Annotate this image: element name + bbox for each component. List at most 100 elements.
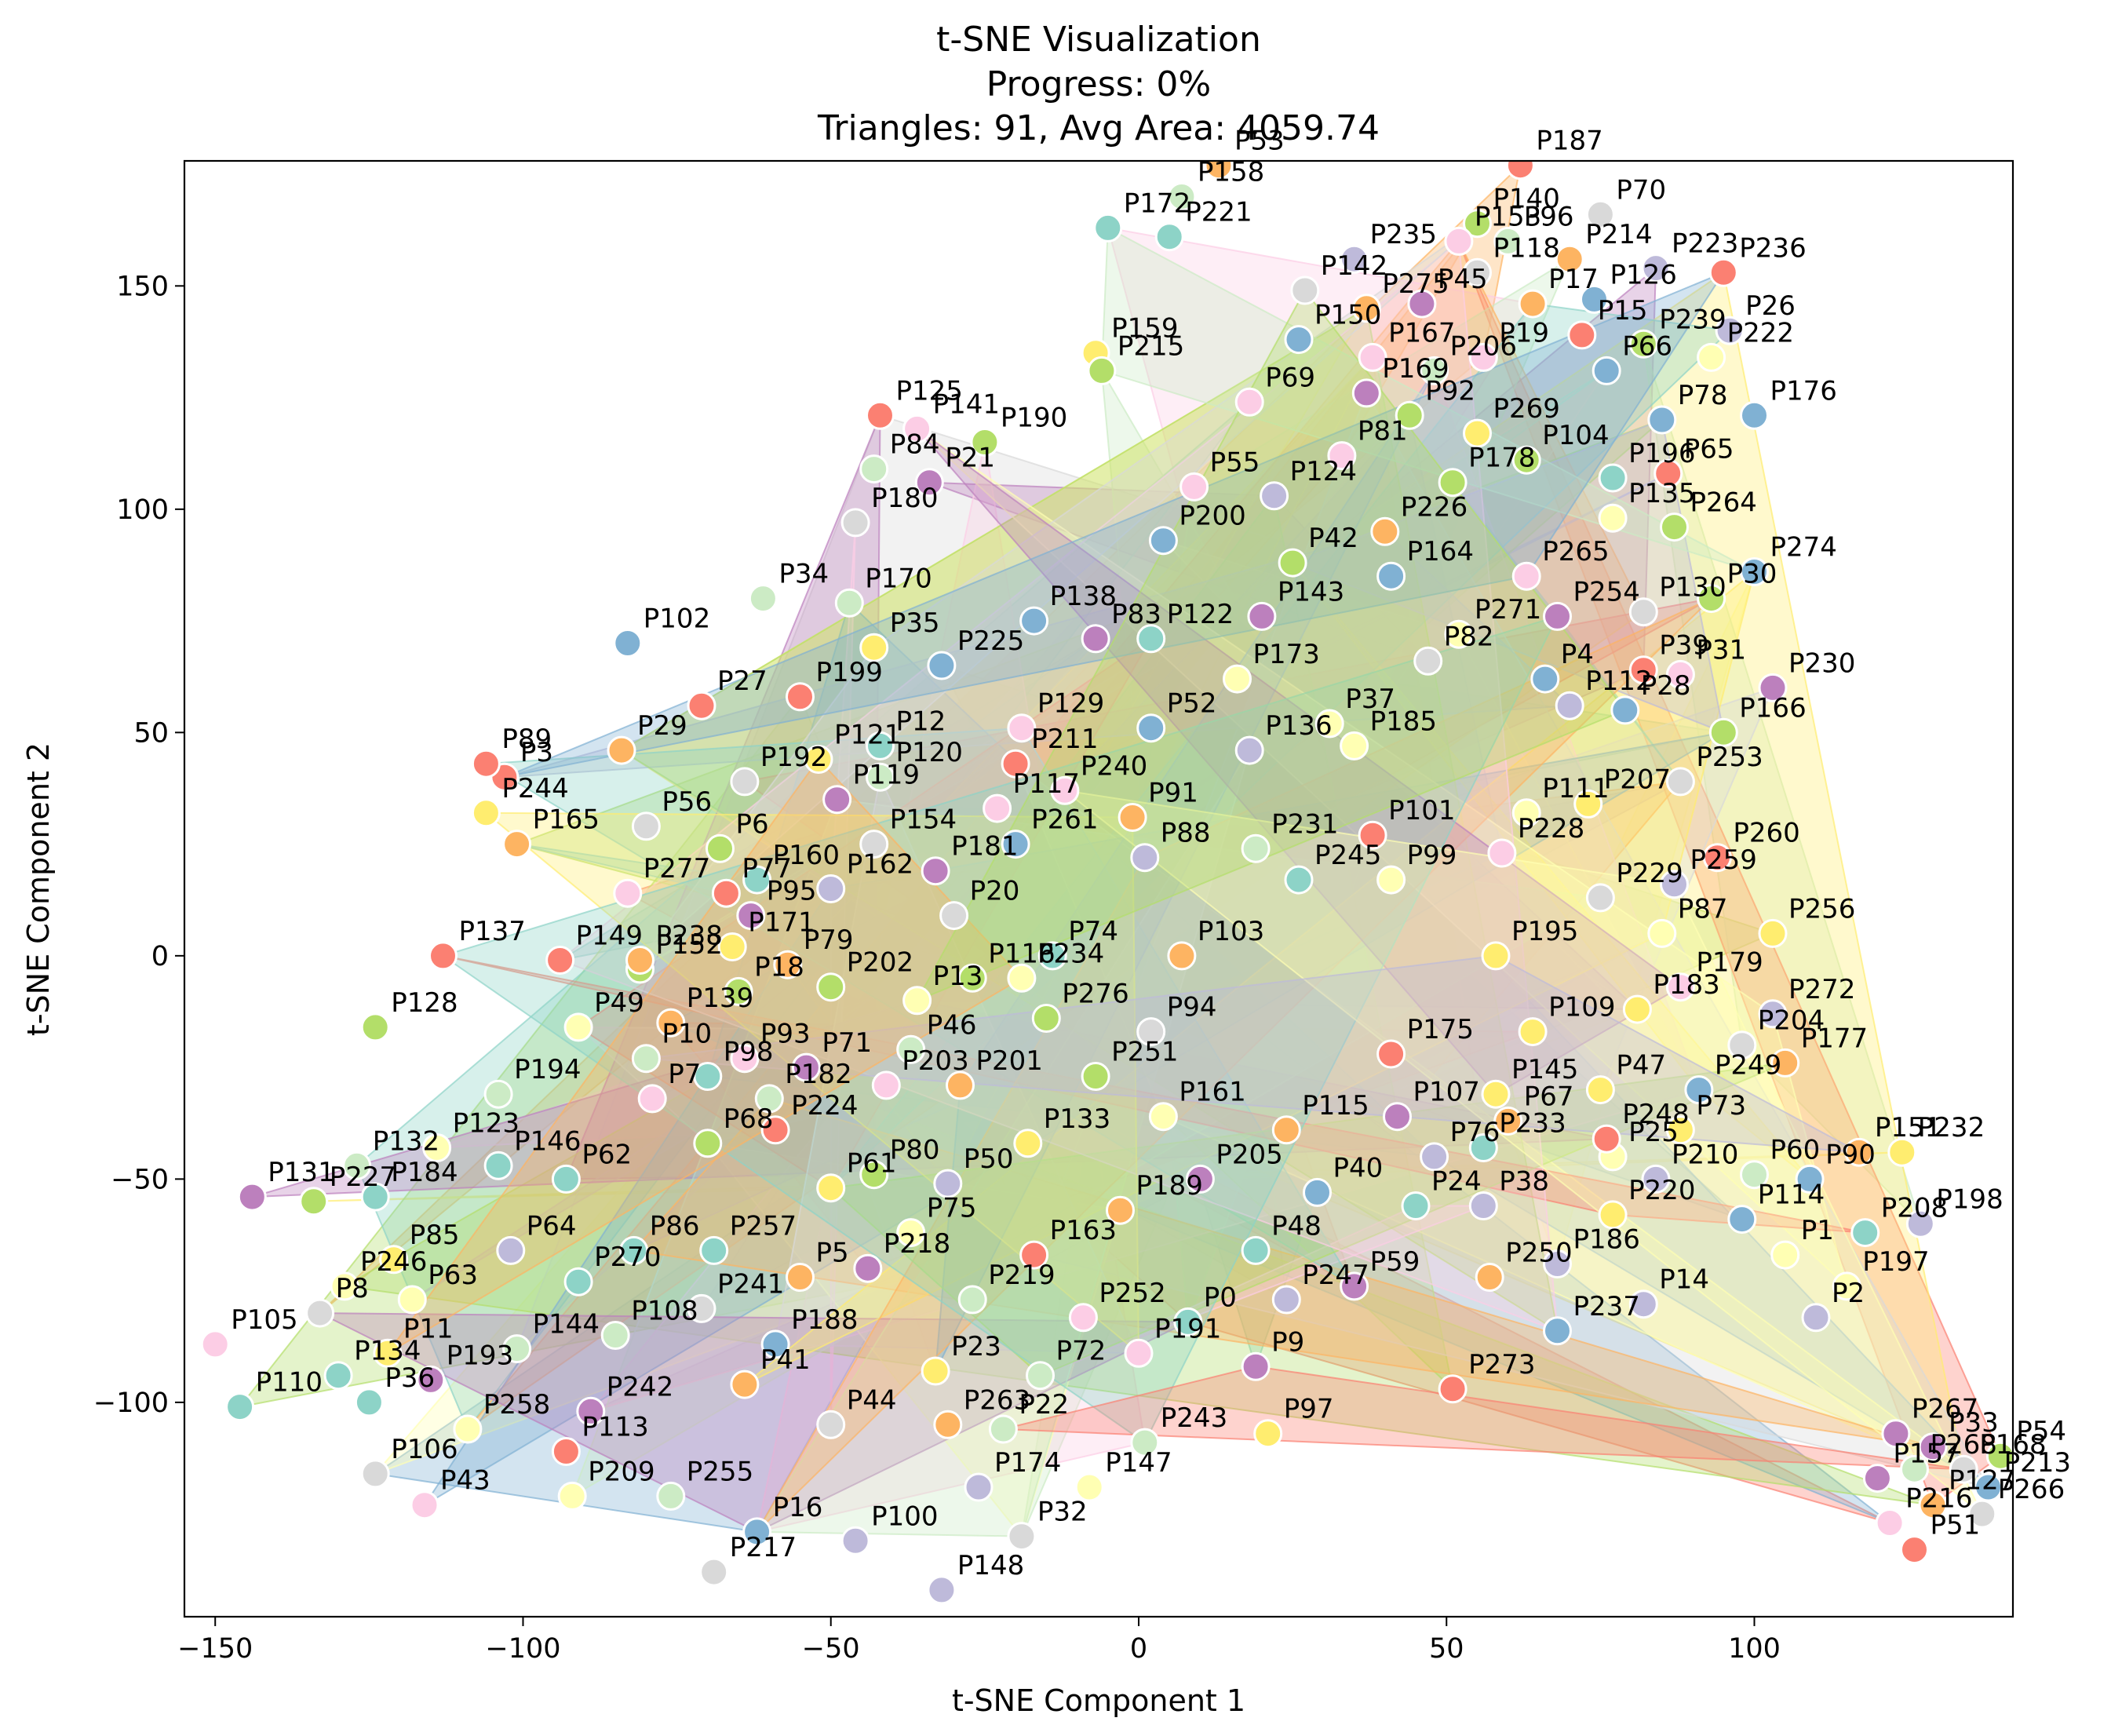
point-label-P187: P187 (1536, 126, 1602, 157)
point-P251 (1081, 1062, 1110, 1091)
point-label-P174: P174 (994, 1447, 1061, 1479)
point-P6 (706, 833, 735, 863)
point-label-P219: P219 (988, 1260, 1055, 1291)
point-P274 (1740, 557, 1769, 586)
point-P234 (1007, 963, 1037, 993)
point-P171 (717, 932, 747, 961)
point-P102 (613, 629, 643, 658)
point-label-P8: P8 (336, 1273, 369, 1304)
point-P82 (1413, 646, 1443, 676)
point-P187 (1505, 161, 1535, 181)
point-P103 (1167, 941, 1197, 971)
point-P109 (1518, 1017, 1548, 1047)
point-label-P33: P33 (1949, 1407, 1999, 1439)
point-P172 (1093, 213, 1123, 243)
point-label-P272: P272 (1788, 974, 1855, 1005)
point-label-P123: P123 (453, 1108, 520, 1140)
point-P248 (1592, 1124, 1621, 1154)
point-P150 (1284, 325, 1314, 355)
triangle-2 (1494, 571, 1756, 1267)
point-label-P24: P24 (1431, 1166, 1482, 1198)
point-P144 (502, 1334, 532, 1364)
point-label-P78: P78 (1678, 380, 1728, 411)
y-tick-label: −50 (111, 1164, 169, 1195)
point-P269 (1463, 418, 1492, 448)
point-P70 (1585, 199, 1615, 229)
point-P28 (1610, 695, 1640, 725)
point-label-P226: P226 (1401, 491, 1468, 523)
point-P60 (1740, 1160, 1769, 1190)
point-P59 (1340, 1271, 1369, 1301)
point-label-P231: P231 (1271, 808, 1338, 840)
point-label-P18: P18 (754, 951, 804, 983)
point-label-P232: P232 (1918, 1112, 1985, 1143)
point-P197 (1832, 1271, 1861, 1301)
point-P235 (1340, 244, 1369, 274)
point-P114 (1727, 1205, 1757, 1235)
point-label-P69: P69 (1265, 362, 1315, 393)
point-P10 (631, 1044, 661, 1074)
point-P222 (1697, 342, 1726, 372)
point-label-P150: P150 (1314, 300, 1381, 331)
point-P53 (1204, 161, 1234, 181)
point-label-P209: P209 (588, 1456, 654, 1487)
point-P241 (687, 1293, 716, 1323)
point-label-P170: P170 (865, 563, 932, 594)
point-label-P64: P64 (527, 1210, 577, 1242)
point-P111 (1511, 798, 1541, 828)
point-label-P227: P227 (330, 1162, 396, 1193)
point-P246 (330, 1271, 359, 1301)
point-label-P147: P147 (1105, 1447, 1172, 1479)
point-label-P177: P177 (1801, 1023, 1868, 1054)
point-label-P71: P71 (822, 1027, 872, 1059)
point-label-P270: P270 (594, 1242, 661, 1273)
point-P141 (902, 414, 932, 443)
point-label-P48: P48 (1271, 1210, 1322, 1242)
point-P254 (1543, 601, 1572, 631)
plot-frame (183, 159, 2014, 1618)
point-P105 (200, 1329, 230, 1359)
point-label-P274: P274 (1770, 532, 1837, 563)
point-label-P45: P45 (1438, 264, 1488, 295)
point-label-P85: P85 (410, 1220, 460, 1251)
point-P0 (1173, 1307, 1203, 1337)
point-label-P198: P198 (1936, 1183, 2003, 1215)
point-label-P60: P60 (1770, 1135, 1821, 1166)
point-P113 (551, 1437, 581, 1466)
point-P206 (1420, 356, 1449, 385)
point-label-P167: P167 (1388, 317, 1455, 348)
point-label-P141: P141 (933, 388, 1000, 420)
chart-title-line-3: Triangles: 91, Avg Area: 4059.74 (817, 108, 1380, 148)
point-P233 (1468, 1133, 1498, 1162)
point-label-P79: P79 (804, 925, 854, 956)
point-label-P90: P90 (1825, 1139, 1876, 1170)
point-P90 (1795, 1164, 1825, 1194)
point-P263 (933, 1410, 963, 1439)
point-label-P153: P153 (1475, 201, 1541, 232)
point-P199 (786, 682, 815, 712)
point-label-P266: P266 (1998, 1474, 2065, 1505)
point-label-P11: P11 (403, 1313, 454, 1344)
point-label-P106: P106 (391, 1434, 458, 1465)
point-label-P152: P152 (656, 929, 723, 961)
point-label-P233: P233 (1499, 1108, 1566, 1140)
point-P213 (1974, 1472, 2004, 1502)
point-label-P205: P205 (1216, 1139, 1282, 1170)
point-P182 (754, 1084, 784, 1114)
point-label-P188: P188 (791, 1304, 858, 1336)
point-P31 (1665, 659, 1695, 689)
point-P22 (988, 1414, 1018, 1444)
point-P184 (360, 1182, 390, 1212)
point-label-P112: P112 (1585, 666, 1652, 697)
point-label-P40: P40 (1333, 1152, 1384, 1183)
point-P260 (1702, 843, 1732, 873)
point-label-P199: P199 (816, 657, 883, 688)
point-label-P258: P258 (483, 1389, 550, 1421)
point-P19 (1468, 342, 1498, 372)
point-label-P120: P120 (896, 737, 963, 768)
point-label-P203: P203 (902, 1045, 968, 1077)
y-axis-label: t-SNE Component 2 (21, 742, 56, 1036)
point-P188 (760, 1329, 790, 1359)
chart-title: t-SNE Visualization Progress: 0% Triangl… (817, 20, 1380, 148)
point-P163 (1019, 1240, 1049, 1270)
